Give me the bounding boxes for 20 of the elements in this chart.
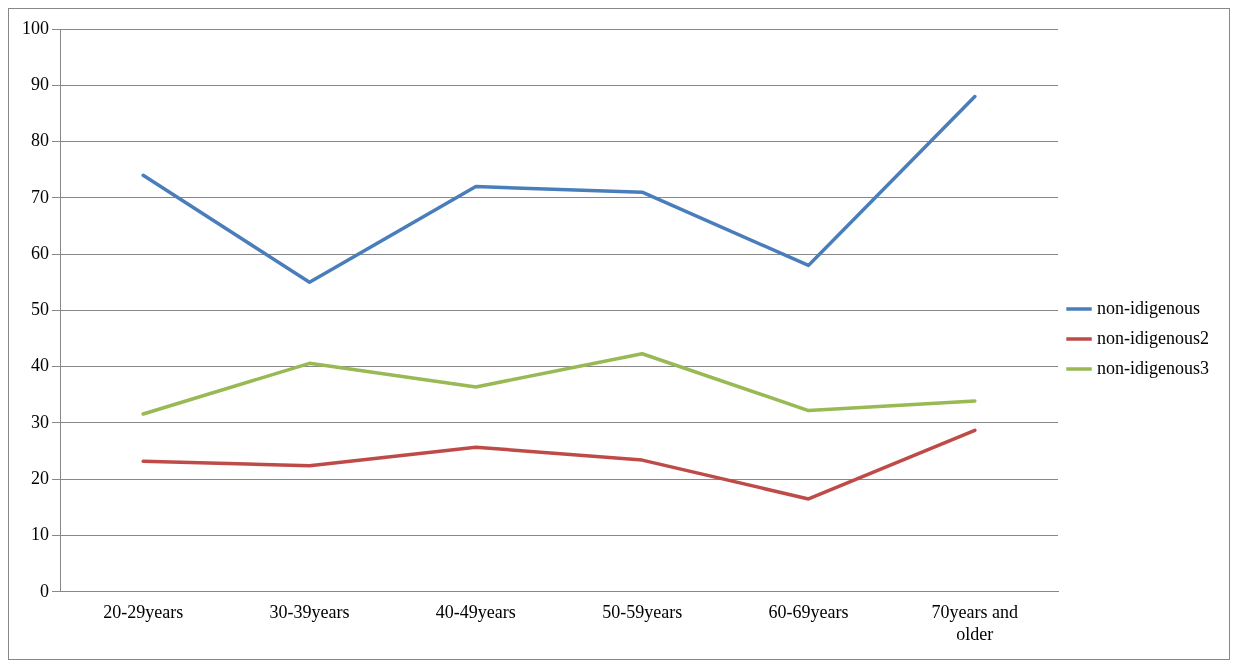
y-tick-label: 40: [31, 355, 49, 376]
y-tick-label: 10: [31, 524, 49, 545]
x-tick-label: 50-59years: [602, 602, 683, 623]
x-tick-label: 70years and older: [931, 602, 1019, 644]
legend-label: non-idigenous3: [1097, 357, 1210, 378]
y-tick-label: 20: [31, 467, 49, 488]
y-tick-label: 30: [31, 411, 49, 432]
legend-label: non-idigenous2: [1097, 327, 1210, 348]
y-tick-label: 70: [31, 186, 49, 207]
y-tick-label: 80: [31, 130, 49, 151]
x-tick-label: 30-39years: [269, 602, 350, 623]
x-tick-label: 20-29years: [103, 602, 184, 623]
y-tick-label: 90: [31, 74, 49, 95]
x-tick-label: 60-69years: [768, 602, 849, 623]
legend-label: non-idigenous: [1097, 297, 1201, 318]
y-tick-label: 0: [40, 580, 49, 601]
x-tick-label: 40-49years: [435, 602, 516, 623]
y-tick-label: 60: [31, 242, 49, 263]
y-tick-label: 100: [22, 17, 49, 38]
y-tick-label: 50: [31, 299, 49, 320]
